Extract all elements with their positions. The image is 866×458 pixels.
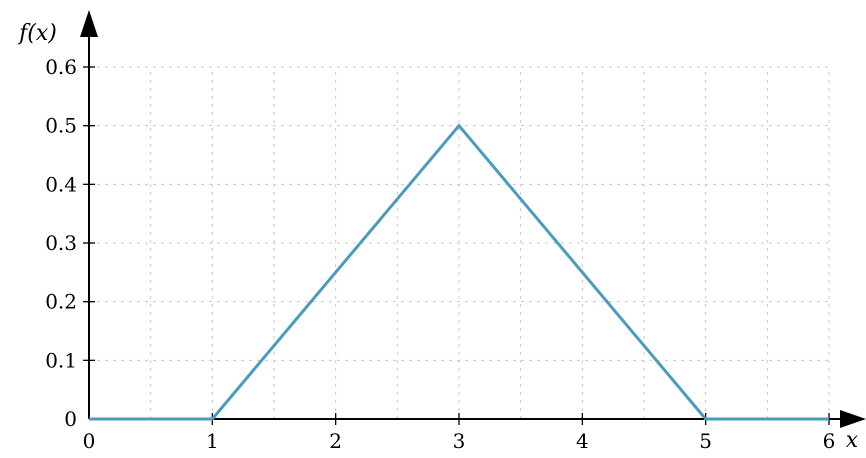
y-tick-label: 0.3 [45, 231, 77, 255]
y-tick-label: 0.4 [45, 172, 77, 196]
y-tick-label: 0.2 [45, 290, 77, 314]
x-tick-label: 0 [83, 429, 96, 453]
y-tick-label: 0.5 [45, 114, 77, 138]
x-tick-label: 6 [823, 429, 836, 453]
ticks: 0 1 2 3 4 5 6 0 0.1 0.2 0.3 0.4 0.5 0.6 [45, 55, 835, 453]
grid [89, 66, 830, 419]
x-tick-label: 4 [576, 429, 589, 453]
axes [80, 10, 866, 428]
y-tick-label: 0 [64, 407, 77, 431]
x-tick-label: 2 [329, 429, 342, 453]
x-tick-label: 1 [206, 429, 219, 453]
y-axis-label: f(x) [17, 21, 57, 46]
y-tick-label: 0.1 [45, 348, 77, 372]
series-line [89, 123, 829, 421]
x-tick-label: 5 [699, 429, 712, 453]
x-axis-arrow-icon [840, 410, 866, 428]
x-tick-label: 3 [453, 429, 466, 453]
x-axis-label: x [846, 428, 859, 453]
y-axis-arrow-icon [80, 10, 98, 37]
y-tick-label: 0.6 [45, 55, 77, 79]
series [89, 123, 829, 421]
